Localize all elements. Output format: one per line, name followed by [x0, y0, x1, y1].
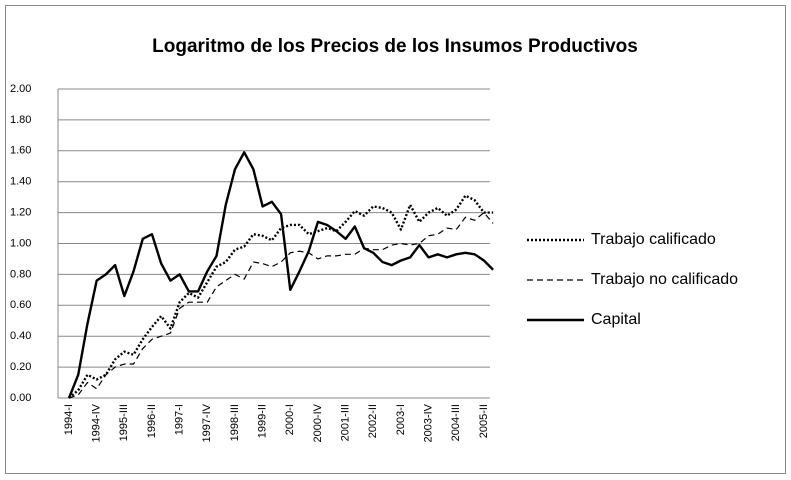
- y-tick-label: 0.20: [10, 361, 31, 373]
- y-tick-label: 1.60: [10, 145, 31, 157]
- x-tick-label: 1994-I: [63, 404, 75, 435]
- y-tick-label: 0.60: [10, 299, 31, 311]
- y-tick-label: 0.40: [10, 330, 31, 342]
- x-tick-label: 2003-I: [395, 404, 407, 435]
- x-tick-label: 1995-III: [118, 404, 130, 441]
- x-tick-label: 2000-IV: [312, 403, 324, 442]
- legend-label: Trabajo no calificado: [591, 271, 738, 288]
- series-line: [68, 212, 494, 399]
- y-tick-label: 0.00: [10, 392, 31, 404]
- x-tick-label: 1994-IV: [91, 403, 103, 442]
- y-tick-label: 0.80: [10, 268, 31, 280]
- y-tick-label: 2.00: [10, 83, 31, 95]
- x-tick-label: 2003-IV: [422, 403, 434, 442]
- x-tick-label: 2005-II: [478, 404, 490, 438]
- x-tick-label: 1997-I: [174, 404, 186, 435]
- x-tick-label: 1996-II: [146, 404, 158, 438]
- x-tick-label: 1997-IV: [201, 403, 213, 442]
- chart-title: Logaritmo de los Precios de los Insumos …: [152, 36, 638, 57]
- x-tick-label: 2001-III: [340, 404, 352, 441]
- y-tick-label: 1.20: [10, 207, 31, 219]
- y-tick-label: 1.40: [10, 176, 31, 188]
- x-tick-label: 2000-I: [284, 404, 296, 435]
- legend-label: Trabajo calificado: [591, 231, 716, 248]
- x-tick-label: 2002-II: [367, 404, 379, 438]
- legend-label: Capital: [591, 311, 641, 328]
- chart-border: [5, 5, 786, 474]
- y-tick-label: 1.00: [10, 237, 31, 249]
- x-tick-label: 1998-III: [229, 404, 241, 441]
- series-line: [67, 151, 494, 399]
- y-tick-label: 1.80: [10, 114, 31, 126]
- x-tick-label: 1999-II: [257, 404, 269, 438]
- x-tick-label: 2004-III: [450, 404, 462, 441]
